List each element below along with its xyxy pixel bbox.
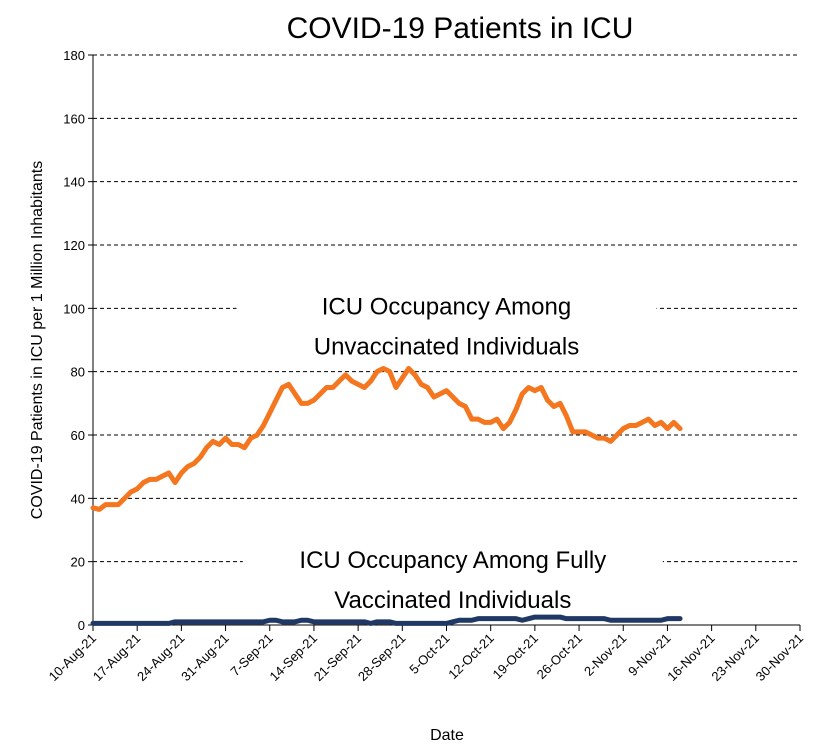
x-tick-label: 28-Sep-21 [355, 631, 409, 685]
annotation: ICU Occupancy Among Fully [299, 547, 606, 574]
data-line [90, 366, 683, 512]
annotation-background [236, 286, 657, 357]
y-tick-label: 100 [63, 301, 85, 316]
y-tick-label: 180 [63, 48, 85, 63]
annotation: ICU Occupancy Among [322, 294, 571, 321]
y-tick-label: 0 [78, 618, 85, 633]
data-line [90, 614, 683, 626]
x-tick-label: 12-Oct-21 [445, 631, 496, 682]
y-tick-label: 60 [71, 428, 85, 443]
chart-title: COVID-19 Patients in ICU [287, 12, 634, 45]
y-tick-label: 160 [63, 111, 85, 126]
y-tick-label: 120 [63, 238, 85, 253]
y-tick-label: 20 [71, 555, 85, 570]
annotation: Vaccinated Individuals [334, 587, 571, 614]
y-axis-label: COVID-19 Patients in ICU per 1 Million I… [29, 161, 46, 519]
y-tick-label: 140 [63, 175, 85, 190]
x-tick-label: 30-Nov-21 [753, 631, 807, 685]
x-tick-label: 19-Oct-21 [490, 631, 541, 682]
y-tick-label: 80 [71, 365, 85, 380]
annotation: Unvaccinated Individuals [314, 334, 580, 361]
x-tick-label: 26-Oct-21 [534, 631, 585, 682]
x-axis-label: Date [430, 727, 464, 744]
y-tick-label: 40 [71, 491, 85, 506]
x-tick-label: 31-Aug-21 [178, 631, 232, 685]
x-tick-label: 2-Nov-21 [581, 631, 629, 679]
annotation-background [242, 540, 663, 610]
